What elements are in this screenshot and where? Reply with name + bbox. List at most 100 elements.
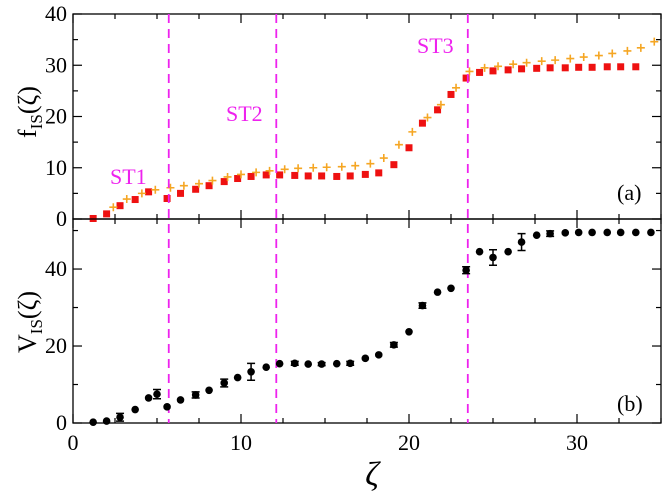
data-point-circle — [163, 403, 171, 411]
data-point-square — [192, 185, 200, 193]
x-tick-label: 20 — [398, 430, 420, 455]
data-point-square — [220, 178, 228, 186]
data-point-plus — [337, 162, 346, 171]
data-point-plus — [379, 154, 388, 163]
data-point-circle — [489, 253, 497, 262]
y-tick-label-a: 0 — [56, 206, 67, 231]
data-point-circle — [332, 359, 341, 368]
data-point-circle — [462, 266, 470, 274]
data-point-plus — [366, 159, 375, 168]
data-point-plus — [294, 164, 303, 173]
data-point-square — [489, 67, 497, 75]
data-point-square — [504, 66, 512, 74]
y-axis-title-b: VIS(ζ) — [13, 291, 46, 353]
data-point-square — [375, 169, 383, 177]
data-point-circle — [433, 288, 442, 296]
data-point-plus — [237, 170, 245, 179]
data-point-plus — [179, 181, 188, 190]
data-point-plus — [608, 49, 617, 58]
data-point-square — [617, 63, 625, 71]
data-point-plus — [566, 54, 575, 63]
data-point-circle — [561, 229, 570, 237]
annotation-st1: ST1 — [110, 164, 147, 189]
data-point-circle — [89, 418, 97, 427]
y-tick-label-a: 40 — [45, 1, 67, 26]
data-point-plus — [537, 57, 546, 66]
data-point-square — [561, 64, 569, 72]
data-point-circle — [102, 417, 111, 425]
data-point-plus — [351, 161, 360, 170]
data-point-plus — [166, 183, 175, 192]
data-point-circle — [632, 228, 640, 237]
data-point-circle — [233, 373, 242, 382]
data-point-circle — [131, 405, 139, 414]
data-point-square — [291, 171, 299, 179]
data-point-plus — [252, 168, 261, 177]
panel-label-a: (a) — [617, 180, 641, 205]
data-point-square — [575, 63, 583, 71]
y-tick-label-b: 20 — [45, 333, 67, 358]
data-point-plus — [623, 46, 632, 55]
data-point-square — [546, 64, 554, 72]
data-point-circle — [517, 238, 526, 246]
data-point-circle — [504, 247, 512, 256]
x-tick-label: 30 — [566, 430, 588, 455]
data-point-circle — [153, 390, 161, 398]
data-point-plus — [408, 127, 417, 136]
data-point-circle — [220, 379, 228, 387]
data-point-plus — [137, 189, 146, 198]
data-point-circle — [405, 327, 413, 336]
data-point-plus — [280, 165, 289, 174]
data-point-square — [603, 63, 611, 71]
data-point-circle — [144, 394, 153, 402]
data-point-plus — [208, 176, 217, 185]
data-point-square — [276, 171, 284, 179]
data-point-circle — [475, 247, 484, 256]
data-point-plus — [594, 51, 603, 60]
data-point-circle — [374, 351, 383, 359]
data-point-plus — [423, 113, 432, 122]
data-point-square — [116, 202, 124, 210]
data-point-circle — [191, 391, 200, 399]
data-point-circle — [205, 386, 213, 395]
data-point-circle — [616, 228, 625, 237]
data-point-square — [131, 196, 139, 204]
y-tick-label-a: 30 — [45, 52, 67, 77]
data-point-plus — [465, 67, 474, 76]
data-point-plus — [522, 58, 531, 67]
data-point-circle — [116, 413, 124, 422]
y-tick-label-a: 10 — [45, 155, 67, 180]
data-point-square — [476, 68, 484, 76]
data-point-square — [447, 90, 455, 98]
annotation-st3: ST3 — [417, 33, 454, 58]
data-point-plus — [452, 83, 461, 92]
y-tick-label-b: 40 — [45, 256, 67, 281]
data-point-plus — [223, 172, 232, 181]
annotation-st2: ST2 — [226, 101, 263, 126]
data-point-square — [304, 172, 312, 180]
y-tick-label-b: 0 — [56, 410, 67, 435]
x-tick-label: 0 — [68, 430, 79, 455]
data-point-plus — [151, 185, 160, 194]
data-point-circle — [176, 396, 185, 404]
data-point-circle — [447, 284, 455, 293]
data-point-square — [361, 170, 369, 178]
data-point-square — [163, 195, 171, 202]
data-point-square — [333, 172, 341, 180]
data-point-plus — [309, 163, 318, 172]
data-point-circle — [346, 359, 355, 368]
data-point-plus — [122, 195, 131, 204]
data-point-square — [234, 175, 242, 183]
y-tick-label-a: 20 — [45, 104, 67, 129]
svg-text:VIS(ζ): VIS(ζ) — [13, 291, 46, 353]
data-point-square — [247, 172, 255, 180]
data-point-circle — [290, 359, 299, 368]
svg-text:fIS(ζ): fIS(ζ) — [13, 86, 46, 138]
data-point-circle — [262, 363, 271, 371]
data-point-square — [405, 144, 413, 152]
data-point-plus — [109, 203, 118, 212]
panel-a: 0 10 20 30 40 — [45, 1, 662, 231]
data-point-circle — [275, 359, 284, 368]
data-point-square — [533, 64, 541, 72]
data-point-square — [462, 74, 470, 82]
